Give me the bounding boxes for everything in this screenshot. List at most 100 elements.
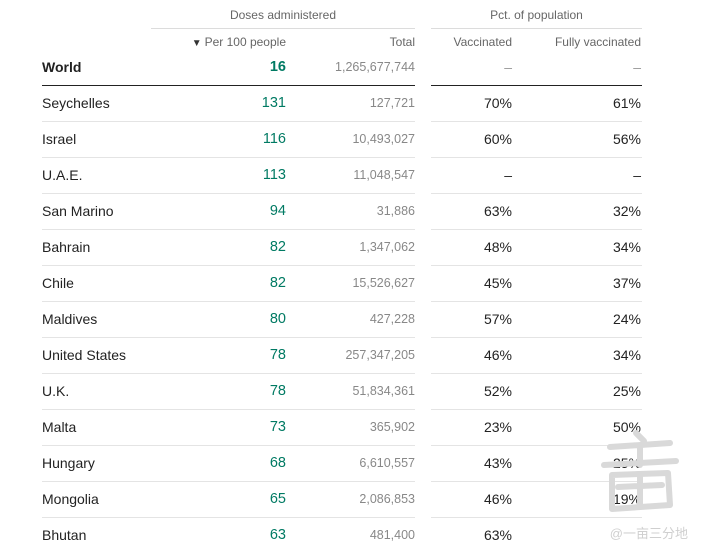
fully-vaccinated-value: 25% bbox=[612, 383, 641, 399]
per100-value: 80 bbox=[269, 311, 286, 327]
country-name: Seychelles bbox=[42, 95, 110, 111]
total-value: 127,721 bbox=[369, 96, 415, 110]
per100-value: 82 bbox=[269, 239, 286, 255]
country-name: World bbox=[42, 59, 82, 75]
vaccinated-value: 60% bbox=[483, 131, 512, 147]
country-name: United States bbox=[42, 347, 127, 363]
row-divider bbox=[42, 517, 415, 518]
fully-vaccinated-value: 34% bbox=[612, 347, 641, 363]
vaccinated-value: 48% bbox=[483, 239, 512, 255]
row-divider bbox=[431, 373, 642, 374]
country-name: Hungary bbox=[42, 455, 95, 471]
per100-value: 113 bbox=[262, 167, 286, 183]
country-name: Mongolia bbox=[42, 491, 99, 507]
country-name: Bahrain bbox=[42, 239, 91, 255]
world-divider bbox=[42, 85, 415, 86]
total-value: 15,526,627 bbox=[352, 276, 415, 290]
total-value: 6,610,557 bbox=[359, 456, 415, 470]
row-divider bbox=[431, 445, 642, 446]
total-value: 427,228 bbox=[369, 312, 415, 326]
per100-value: 65 bbox=[269, 491, 286, 507]
per100-value: 78 bbox=[269, 383, 286, 399]
vaccinated-value: 63% bbox=[483, 203, 512, 219]
row-divider bbox=[42, 337, 415, 338]
table-row: Maldives 80 427,228 57% 24% bbox=[0, 301, 702, 337]
fully-vaccinated-value: – bbox=[633, 167, 641, 183]
country-name: Israel bbox=[42, 131, 77, 147]
table-row: Mongolia 65 2,086,853 46% 19% bbox=[0, 481, 702, 517]
vaccinated-value: 23% bbox=[483, 419, 512, 435]
per100-value: 73 bbox=[269, 419, 286, 435]
row-divider bbox=[431, 409, 642, 410]
vaccinated-value: 46% bbox=[483, 347, 512, 363]
country-name: San Marino bbox=[42, 203, 114, 219]
row-divider bbox=[42, 373, 415, 374]
country-name: Bhutan bbox=[42, 527, 87, 543]
total-value: 1,265,677,744 bbox=[335, 60, 415, 74]
row-divider bbox=[431, 265, 642, 266]
fully-vaccinated-value: 32% bbox=[612, 203, 641, 219]
row-divider bbox=[431, 193, 642, 194]
row-divider bbox=[431, 337, 642, 338]
per100-value: 116 bbox=[262, 131, 286, 147]
vaccinated-value: 70% bbox=[483, 95, 512, 111]
fully-vaccinated-value: – bbox=[633, 59, 641, 75]
per100-value: 63 bbox=[269, 527, 286, 543]
world-divider bbox=[431, 85, 642, 86]
table-row: Israel 116 10,493,027 60% 56% bbox=[0, 121, 702, 157]
row-divider bbox=[42, 193, 415, 194]
fully-vaccinated-value: 61% bbox=[612, 95, 641, 111]
total-value: 11,048,547 bbox=[353, 168, 415, 182]
per100-header-label: Per 100 people bbox=[204, 35, 286, 49]
row-divider bbox=[42, 229, 415, 230]
fully-vaccinated-value: 37% bbox=[612, 275, 641, 291]
fully-vaccinated-value: 24% bbox=[612, 311, 641, 327]
total-value: 481,400 bbox=[369, 528, 415, 542]
row-divider bbox=[42, 265, 415, 266]
country-name: Chile bbox=[42, 275, 74, 291]
vaccinated-column-header[interactable]: Vaccinated bbox=[453, 35, 512, 49]
world-row: World 16 1,265,677,744 – – bbox=[0, 49, 702, 85]
total-column-header[interactable]: Total bbox=[389, 35, 415, 49]
vaccinated-value: 43% bbox=[483, 455, 512, 471]
per100-value: 78 bbox=[269, 347, 286, 363]
row-divider bbox=[431, 121, 642, 122]
row-divider bbox=[42, 121, 415, 122]
total-value: 31,886 bbox=[376, 204, 415, 218]
table-row: San Marino 94 31,886 63% 32% bbox=[0, 193, 702, 229]
country-name: Malta bbox=[42, 419, 77, 435]
row-divider bbox=[431, 481, 642, 482]
country-name: Maldives bbox=[42, 311, 98, 327]
row-divider bbox=[431, 157, 642, 158]
vaccinated-value: 46% bbox=[483, 491, 512, 507]
vaccinated-value: – bbox=[504, 167, 512, 183]
per100-column-header[interactable]: ▼ Per 100 people bbox=[192, 35, 286, 49]
total-value: 2,086,853 bbox=[359, 492, 415, 506]
total-value: 1,347,062 bbox=[359, 240, 415, 254]
table-row: Bahrain 82 1,347,062 48% 34% bbox=[0, 229, 702, 265]
table-row: United States 78 257,347,205 46% 34% bbox=[0, 337, 702, 373]
total-value: 365,902 bbox=[369, 420, 415, 434]
per100-value: 16 bbox=[269, 59, 286, 75]
total-value: 10,493,027 bbox=[352, 132, 415, 146]
row-divider bbox=[42, 409, 415, 410]
table-row: U.A.E. 113 11,048,547 – – bbox=[0, 157, 702, 193]
per100-value: 68 bbox=[269, 455, 286, 471]
country-name: U.A.E. bbox=[42, 167, 83, 183]
row-divider bbox=[42, 301, 415, 302]
vaccinated-value: – bbox=[504, 59, 512, 75]
table-row: Malta 73 365,902 23% 50% bbox=[0, 409, 702, 445]
fully-vaccinated-column-header[interactable]: Fully vaccinated bbox=[554, 35, 641, 49]
fully-vaccinated-value: 19% bbox=[612, 491, 641, 507]
table-row: Bhutan 63 481,400 63% bbox=[0, 517, 702, 553]
pct-population-header: Pct. of population bbox=[431, 8, 642, 29]
total-value: 257,347,205 bbox=[345, 348, 415, 362]
total-value: 51,834,361 bbox=[352, 384, 415, 398]
fully-vaccinated-value: 56% bbox=[612, 131, 641, 147]
watermark-text: @一亩三分地 bbox=[609, 526, 688, 541]
table-row: Chile 82 15,526,627 45% 37% bbox=[0, 265, 702, 301]
vaccinated-value: 52% bbox=[483, 383, 512, 399]
fully-vaccinated-value: 34% bbox=[612, 239, 641, 255]
row-divider bbox=[42, 445, 415, 446]
row-divider bbox=[42, 481, 415, 482]
